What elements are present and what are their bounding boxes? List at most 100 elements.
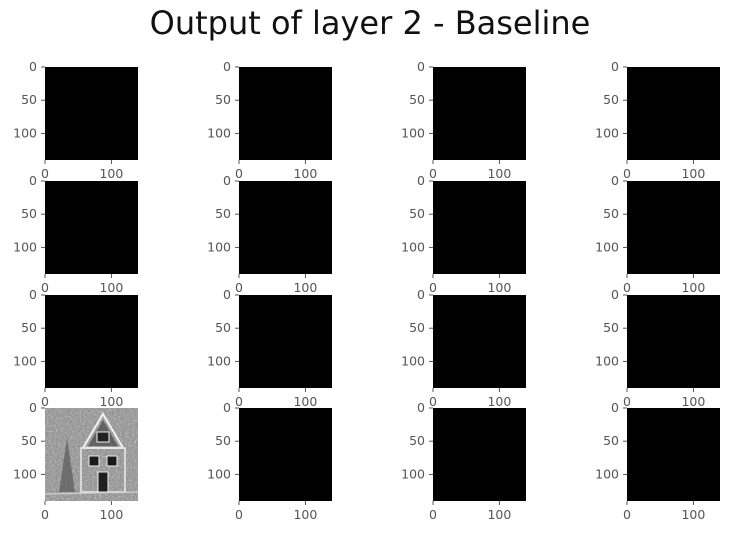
feature-map-black [239, 67, 332, 160]
y-tick-label: 0 [223, 287, 231, 302]
subplot-15: 0 50 100 0 100 [401, 400, 526, 522]
x-tick-label: 100 [293, 280, 317, 295]
subplot-6: 0 50 100 0 100 [207, 173, 332, 295]
x-tick-label: 0 [41, 507, 49, 522]
x-tick-label: 100 [99, 507, 123, 522]
y-tick-label: 50 [21, 206, 37, 221]
x-tick-label: 0 [623, 166, 631, 181]
subplot-12: 0 50 100 0 100 [595, 287, 720, 409]
feature-map-black [239, 181, 332, 274]
y-tick-label: 50 [603, 206, 619, 221]
x-tick-label: 100 [99, 280, 123, 295]
x-tick-label: 100 [681, 394, 705, 409]
y-tick-label: 100 [13, 466, 37, 481]
y-tick-label: 0 [417, 287, 425, 302]
y-tick-label: 0 [417, 173, 425, 188]
x-tick-label: 0 [429, 280, 437, 295]
feature-map-black [627, 67, 720, 160]
x-tick-label: 100 [293, 166, 317, 181]
y-tick-label: 100 [595, 353, 619, 368]
y-tick-label: 0 [611, 59, 619, 74]
y-tick-label: 50 [215, 433, 231, 448]
subplot-8: 0 50 100 0 100 [595, 173, 720, 295]
y-tick-label: 50 [215, 320, 231, 335]
subplot-2: 0 50 100 0 100 [207, 59, 332, 181]
feature-map-black [433, 181, 526, 274]
x-tick-label: 100 [293, 507, 317, 522]
figure-title: Output of layer 2 - Baseline [150, 4, 591, 42]
subplot-1: 0 50 100 0 100 [13, 59, 138, 181]
y-tick-label: 0 [611, 173, 619, 188]
x-tick-label: 100 [293, 394, 317, 409]
x-tick-label: 100 [681, 280, 705, 295]
feature-map-black [239, 295, 332, 388]
x-tick-label: 0 [41, 394, 49, 409]
x-tick-label: 100 [681, 507, 705, 522]
x-tick-label: 0 [623, 394, 631, 409]
x-tick-label: 0 [429, 507, 437, 522]
y-tick-label: 100 [401, 125, 425, 140]
x-tick-label: 0 [235, 507, 243, 522]
y-tick-label: 100 [401, 466, 425, 481]
subplot-10: 0 50 100 0 100 [207, 287, 332, 409]
subplot-14: 0 50 100 0 100 [207, 400, 332, 522]
y-tick-label: 0 [223, 400, 231, 415]
x-tick-label: 100 [99, 394, 123, 409]
y-tick-label: 0 [29, 287, 37, 302]
y-tick-label: 50 [21, 320, 37, 335]
feature-map-black [433, 295, 526, 388]
x-tick-label: 0 [429, 166, 437, 181]
x-tick-label: 0 [623, 280, 631, 295]
x-tick-label: 0 [235, 394, 243, 409]
feature-map-black [45, 181, 138, 274]
y-tick-label: 50 [603, 433, 619, 448]
y-tick-label: 50 [409, 92, 425, 107]
x-tick-label: 0 [235, 280, 243, 295]
y-tick-label: 0 [29, 59, 37, 74]
y-tick-label: 50 [21, 433, 37, 448]
y-tick-label: 100 [207, 353, 231, 368]
y-tick-label: 0 [417, 400, 425, 415]
y-tick-label: 50 [409, 206, 425, 221]
x-tick-label: 100 [681, 166, 705, 181]
subplot-16: 0 50 100 0 100 [595, 400, 720, 522]
x-tick-label: 100 [487, 507, 511, 522]
x-tick-label: 100 [487, 394, 511, 409]
x-tick-label: 0 [623, 507, 631, 522]
y-tick-label: 100 [595, 466, 619, 481]
y-tick-label: 0 [29, 173, 37, 188]
y-tick-label: 0 [223, 59, 231, 74]
subplot-13: 0 50 100 0 100 [13, 400, 139, 522]
x-tick-label: 100 [487, 166, 511, 181]
feature-map-black [627, 295, 720, 388]
y-tick-label: 100 [207, 239, 231, 254]
y-tick-label: 100 [207, 466, 231, 481]
subplot-9: 0 50 100 0 100 [13, 287, 138, 409]
y-tick-label: 0 [29, 400, 37, 415]
x-tick-label: 0 [41, 166, 49, 181]
feature-map-black [433, 67, 526, 160]
x-tick-label: 100 [487, 280, 511, 295]
subplot-4: 0 50 100 0 100 [595, 59, 720, 181]
feature-map-black [45, 67, 138, 160]
y-tick-label: 100 [207, 125, 231, 140]
feature-map-black [45, 295, 138, 388]
y-tick-label: 100 [13, 353, 37, 368]
x-tick-label: 0 [429, 394, 437, 409]
x-tick-label: 100 [99, 166, 123, 181]
y-tick-label: 50 [215, 92, 231, 107]
y-tick-label: 100 [401, 353, 425, 368]
feature-map-black [239, 408, 332, 501]
y-tick-label: 100 [595, 125, 619, 140]
feature-map-black [433, 408, 526, 501]
subplot-5: 0 50 100 0 100 [13, 173, 138, 295]
subplot-grid: 0 50 100 0 100 0 50 100 0 100 0 50 100 0 100 0 50 100 0 100… [13, 59, 720, 522]
y-tick-label: 100 [13, 125, 37, 140]
subplot-3: 0 50 100 0 100 [401, 59, 526, 181]
y-tick-label: 0 [417, 59, 425, 74]
y-tick-label: 100 [401, 239, 425, 254]
y-tick-label: 0 [611, 400, 619, 415]
y-tick-label: 0 [611, 287, 619, 302]
x-tick-label: 0 [235, 166, 243, 181]
